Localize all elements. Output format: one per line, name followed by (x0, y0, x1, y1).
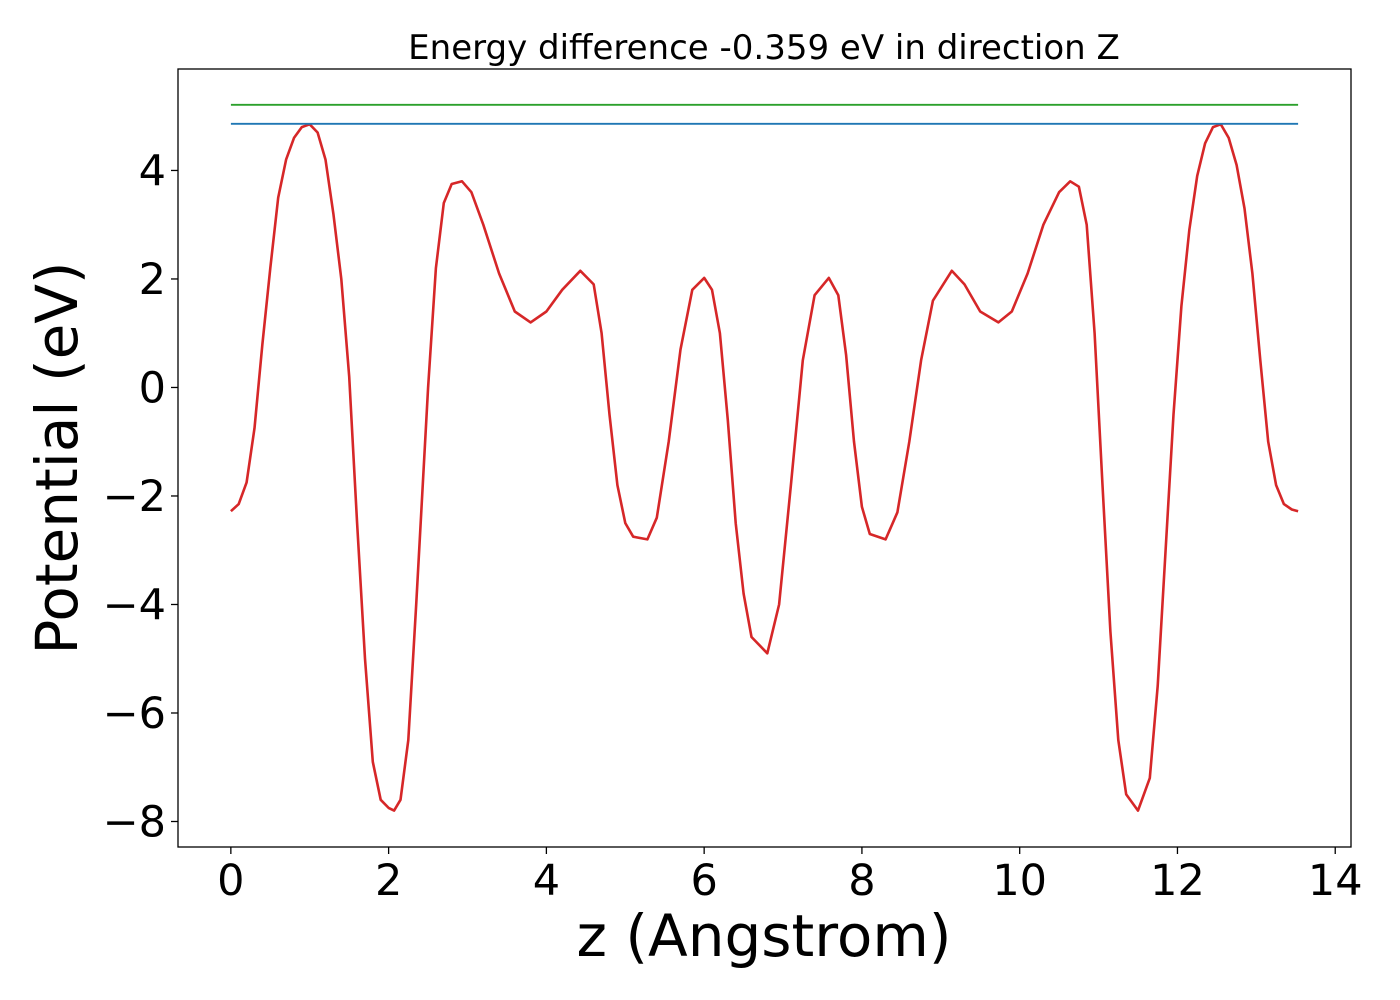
x-tick-label: 6 (690, 856, 717, 906)
chart-title: Energy difference -0.359 eV in direction… (408, 28, 1120, 68)
x-tick-label: 2 (375, 856, 402, 906)
x-tick-label: 10 (992, 856, 1047, 906)
x-tick-label: 8 (848, 856, 875, 906)
y-tick-label: 2 (139, 255, 166, 305)
y-tick-label: 0 (139, 363, 166, 413)
x-tick-label: 0 (217, 856, 244, 906)
series-line-0 (230, 123, 1299, 812)
series-layer (230, 103, 1299, 812)
x-axis-label: z (Angstrom) (577, 902, 952, 970)
y-tick-label: −4 (103, 580, 166, 630)
y-tick-label: −2 (103, 472, 166, 522)
y-tick-label: 4 (139, 146, 166, 196)
x-axis-ticks: 0 2 4 6 8 10 12 14 (217, 847, 1363, 906)
x-tick-label: 14 (1308, 856, 1363, 906)
x-tick-label: 12 (1150, 856, 1205, 906)
plot-frame (177, 68, 1352, 848)
y-tick-label: −6 (103, 689, 166, 739)
y-axis-ticks: −8 −6 −4 −2 0 2 4 (103, 146, 178, 848)
y-axis-label: Potential (eV) (23, 261, 91, 654)
x-tick-label: 4 (533, 856, 560, 906)
y-tick-label: −8 (103, 798, 166, 848)
